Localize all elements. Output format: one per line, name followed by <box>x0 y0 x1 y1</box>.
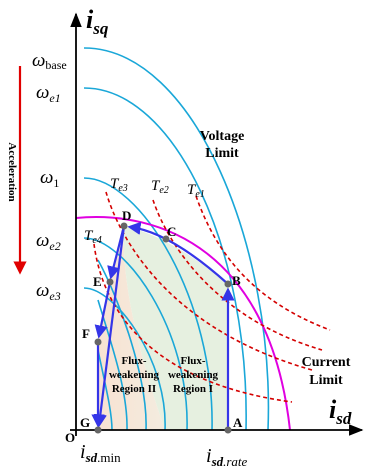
isd-min-label: isd.min <box>80 441 121 465</box>
voltage-limit-label-line2: Limit <box>205 146 239 161</box>
voltage-ellipse-inner-3 <box>97 349 113 431</box>
voltage-limit-label-line1: Voltage <box>200 129 245 144</box>
omega-1-label: ω1 <box>40 167 59 190</box>
point-f <box>94 338 102 346</box>
omega-e2-label: ωe2 <box>36 230 61 253</box>
omega-e3-label: ωe3 <box>36 280 61 303</box>
trajectory-e-f <box>94 281 112 339</box>
voltage-ellipse-e1 <box>83 87 247 431</box>
trajectory-d-g <box>93 225 126 428</box>
region-2-label-line3: Region II <box>112 383 156 395</box>
trajectory-points <box>94 222 232 434</box>
acceleration-label: Acceleration <box>6 142 18 201</box>
region-1-label-line3: Region I <box>173 383 213 395</box>
torque-curve-e3 <box>105 191 313 371</box>
region-1-label-line1: Flux- <box>180 355 205 367</box>
torque-curve-e2 <box>152 199 323 351</box>
label-c: C <box>167 224 176 239</box>
isq-axis-label: isq <box>86 5 109 38</box>
omega-base-label: ωbase <box>32 50 67 72</box>
point-a <box>224 426 232 434</box>
voltage-ellipse-base <box>83 47 270 431</box>
operating-trajectory <box>91 221 235 430</box>
voltage-limit-ellipses <box>83 47 270 431</box>
point-c <box>162 235 170 243</box>
point-b <box>224 280 232 288</box>
label-g: G <box>80 415 90 430</box>
torque-e3-label: Te3 <box>110 176 128 194</box>
voltage-ellipse-e3 <box>83 287 166 431</box>
voltage-ellipse-inner-2 <box>97 299 128 431</box>
label-d: D <box>122 208 131 223</box>
torque-e4-label: Te4 <box>84 228 102 246</box>
torque-e1-label: Te1 <box>187 182 205 200</box>
torque-curve-e1 <box>195 195 331 331</box>
flux-weakening-region-1-fill <box>123 226 228 430</box>
region-2-label-line1: Flux- <box>121 355 146 367</box>
torque-curve-e4 <box>93 243 293 403</box>
voltage-ellipse-inner-1 <box>97 259 147 431</box>
torque-curves <box>93 191 331 403</box>
isd-rate-label: isd.rate <box>206 445 248 469</box>
point-g <box>94 426 102 434</box>
point-e <box>106 278 114 286</box>
point-d <box>120 222 128 230</box>
label-b: B <box>232 273 241 288</box>
label-e: E <box>93 274 102 289</box>
current-limit-label-line2: Limit <box>309 373 343 388</box>
label-a: A <box>233 415 243 430</box>
label-f: F <box>82 326 90 341</box>
current-limit-label-line1: Current <box>302 355 351 370</box>
torque-e2-label: Te2 <box>151 178 169 196</box>
omega-e1-label: ωe1 <box>36 82 61 105</box>
region-1-label-line2: weakening <box>168 369 219 381</box>
label-origin: O <box>65 430 75 445</box>
isd-axis-label: isd <box>329 395 352 428</box>
trajectory-b-d <box>127 221 229 285</box>
voltage-ellipse-1 <box>83 177 213 431</box>
region-2-label-line2: weakening <box>109 369 160 381</box>
current-limit-circle <box>75 216 291 431</box>
voltage-ellipse-e2 <box>83 237 188 431</box>
